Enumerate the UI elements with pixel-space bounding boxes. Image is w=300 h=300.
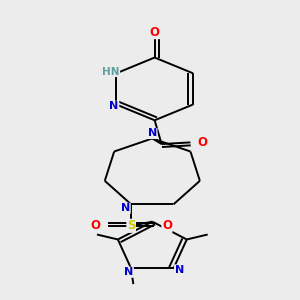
Text: N: N	[175, 265, 184, 275]
Text: N: N	[121, 203, 130, 213]
Text: O: O	[197, 136, 207, 149]
Text: S: S	[127, 219, 135, 232]
Text: N: N	[110, 101, 119, 111]
Text: O: O	[90, 219, 100, 232]
Text: O: O	[150, 26, 160, 39]
Text: N: N	[148, 128, 157, 139]
Text: O: O	[162, 219, 172, 232]
Text: N: N	[124, 267, 133, 277]
Text: HN: HN	[102, 67, 120, 76]
